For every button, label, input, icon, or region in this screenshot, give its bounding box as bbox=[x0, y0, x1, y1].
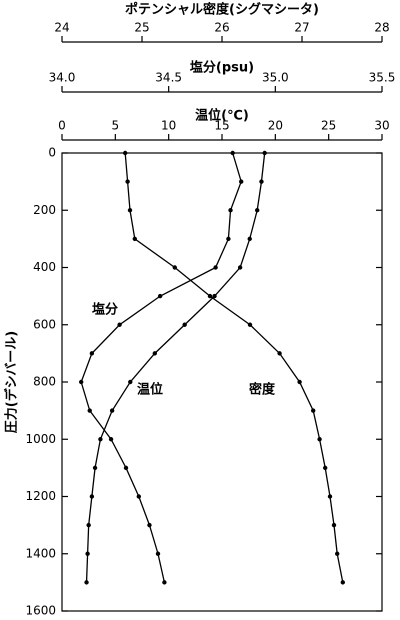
x-axis-title: 温位(℃) bbox=[195, 108, 249, 124]
data-point bbox=[335, 551, 340, 556]
data-point bbox=[157, 293, 163, 299]
x-tick-label: 15 bbox=[214, 119, 229, 133]
data-point bbox=[230, 150, 235, 156]
data-point bbox=[79, 379, 84, 385]
x-tick-label: 0 bbox=[58, 119, 66, 133]
data-point bbox=[86, 522, 91, 528]
data-point bbox=[259, 179, 264, 184]
data-point bbox=[162, 580, 167, 585]
x-tick-label: 27 bbox=[294, 21, 309, 35]
data-point bbox=[247, 322, 253, 327]
data-point bbox=[262, 150, 267, 156]
series-label: 密度 bbox=[248, 382, 276, 398]
data-point bbox=[239, 179, 244, 184]
x-axis-title: 塩分(psu) bbox=[190, 60, 254, 76]
x-tick-label: 26 bbox=[214, 21, 229, 35]
data-point bbox=[297, 379, 302, 385]
data-point bbox=[89, 494, 95, 499]
x-tick-label: 24 bbox=[54, 21, 69, 35]
data-point bbox=[109, 408, 115, 413]
data-point bbox=[255, 208, 260, 213]
x-tick-label: 25 bbox=[134, 21, 149, 35]
x-tick-label: 20 bbox=[268, 119, 283, 133]
y-tick-label: 800 bbox=[33, 375, 56, 389]
series-label: 温位 bbox=[137, 382, 163, 398]
data-point bbox=[92, 465, 98, 471]
plot-frame bbox=[61, 152, 383, 612]
data-point bbox=[147, 522, 152, 528]
data-point bbox=[123, 465, 129, 471]
data-point bbox=[89, 351, 95, 356]
data-point bbox=[237, 265, 243, 270]
data-point bbox=[125, 179, 130, 184]
data-point bbox=[207, 293, 213, 299]
data-point bbox=[340, 580, 345, 585]
y-axis-title: 圧力(デシバール) bbox=[4, 331, 20, 434]
data-point bbox=[128, 379, 133, 385]
series-line bbox=[85, 152, 266, 583]
data-point bbox=[323, 465, 328, 471]
data-point bbox=[87, 408, 92, 413]
x-tick-label: 35.5 bbox=[369, 71, 396, 85]
data-point bbox=[331, 522, 337, 528]
series-line bbox=[80, 152, 242, 583]
data-point bbox=[247, 236, 252, 242]
data-point bbox=[228, 208, 233, 213]
data-point bbox=[123, 150, 128, 156]
x-tick-label: 34.0 bbox=[49, 71, 76, 85]
y-tick-label: 1200 bbox=[25, 489, 56, 503]
x-tick-label: 35.0 bbox=[262, 71, 289, 85]
x-tick-label: 10 bbox=[161, 119, 176, 133]
data-point bbox=[213, 265, 218, 270]
y-tick-label: 1600 bbox=[25, 604, 56, 618]
data-point bbox=[182, 322, 187, 327]
y-tick-label: 1000 bbox=[25, 432, 56, 446]
x-tick-label: 30 bbox=[374, 119, 389, 133]
x-axis-title: ポテンシャル密度(シグマシータ) bbox=[125, 2, 319, 18]
data-point bbox=[172, 265, 177, 270]
data-point bbox=[98, 437, 103, 442]
data-point bbox=[226, 236, 231, 242]
x-tick-label: 34.5 bbox=[155, 71, 182, 85]
data-point bbox=[84, 580, 89, 585]
y-tick-label: 400 bbox=[33, 260, 56, 274]
data-point bbox=[277, 351, 282, 356]
data-point bbox=[85, 551, 90, 556]
series-line bbox=[124, 152, 344, 583]
y-tick-label: 0 bbox=[48, 146, 56, 160]
x-tick-label: 5 bbox=[112, 119, 120, 133]
data-point bbox=[117, 322, 122, 327]
series-label: 塩分 bbox=[92, 302, 118, 318]
x-tick-label: 25 bbox=[321, 119, 336, 133]
y-tick-label: 200 bbox=[33, 203, 56, 217]
data-point bbox=[327, 494, 333, 499]
y-tick-label: 1400 bbox=[25, 546, 56, 560]
data-point bbox=[311, 408, 316, 413]
y-tick-label: 600 bbox=[33, 317, 56, 331]
data-point bbox=[152, 351, 157, 356]
data-point bbox=[108, 437, 114, 442]
data-point bbox=[212, 293, 217, 299]
data-point bbox=[136, 494, 141, 499]
data-point bbox=[155, 551, 161, 556]
data-point bbox=[317, 437, 322, 442]
data-point bbox=[127, 208, 133, 213]
x-tick-label: 28 bbox=[374, 21, 389, 35]
data-point bbox=[132, 236, 137, 242]
